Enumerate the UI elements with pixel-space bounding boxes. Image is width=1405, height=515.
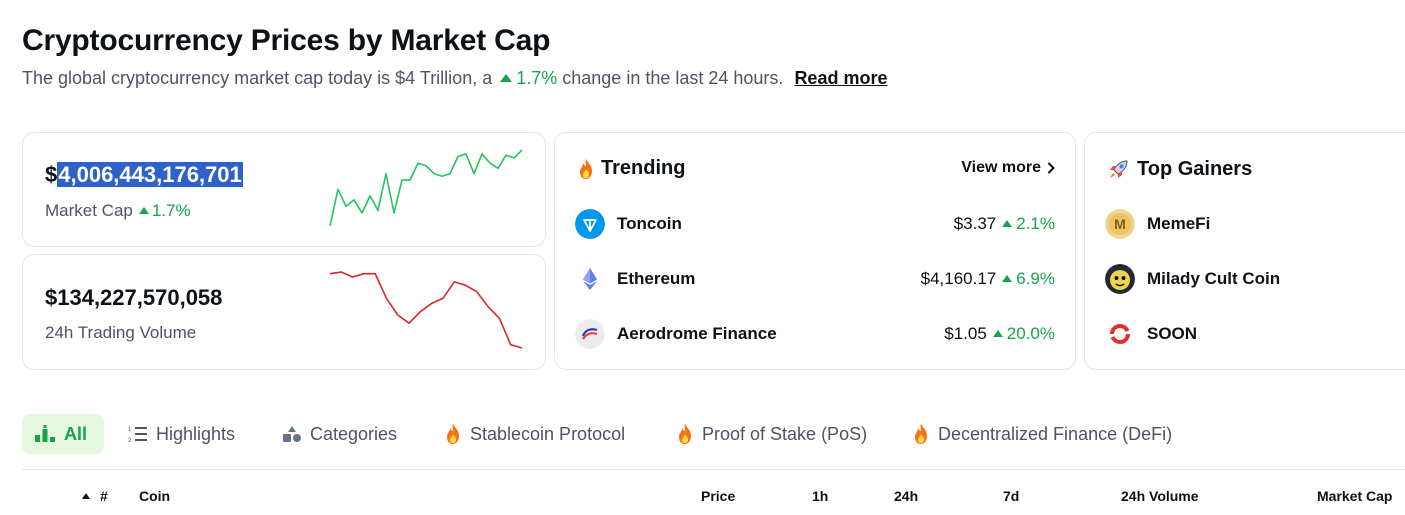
- gainer-coin-row[interactable]: Milady Cult Coin: [1105, 262, 1403, 296]
- caret-up-icon: [138, 206, 149, 214]
- coin-price: $1.05: [944, 324, 987, 343]
- column-header-1h[interactable]: 1h: [812, 488, 829, 504]
- coin-name: Ethereum: [617, 269, 696, 288]
- trending-title-text: Trending: [601, 157, 686, 179]
- market-cap-label-row: Market Cap 1.7%: [45, 201, 191, 221]
- svg-text:1: 1: [128, 427, 132, 433]
- coin-change: 20.0%: [992, 324, 1055, 344]
- trending-title: Trending: [577, 157, 685, 180]
- volume-sparkline-line: [329, 271, 523, 349]
- ethereum-icon: [575, 264, 605, 294]
- column-header-rank[interactable]: #: [82, 488, 108, 504]
- coin-name: SOON: [1147, 324, 1198, 343]
- gainer-coin-row[interactable]: M MemeFi: [1105, 207, 1403, 241]
- column-header-24h-volume[interactable]: 24h Volume: [1121, 488, 1199, 504]
- market-cap-change: 1.7%: [151, 201, 191, 220]
- column-header-7d[interactable]: 7d: [1003, 488, 1020, 504]
- coin-change-value: 2.1%: [1016, 214, 1055, 233]
- coin-name: Milady Cult Coin: [1147, 269, 1281, 288]
- column-header-24h[interactable]: 24h: [894, 488, 919, 504]
- trending-card: Trending View more Toncoin $3.37 2.1% Et…: [554, 132, 1076, 370]
- memefi-icon: M: [1105, 209, 1135, 239]
- coin-name: MemeFi: [1147, 214, 1211, 233]
- tab-label: Categories: [310, 423, 398, 444]
- column-header-coin[interactable]: Coin: [139, 488, 171, 504]
- shapes-icon: [283, 426, 301, 442]
- subtitle-suffix: change in the last 24 hours.: [562, 68, 784, 88]
- top-gainers-title: Top Gainers: [1107, 157, 1252, 181]
- market-cap-sparkline-line: [329, 149, 523, 227]
- fire-icon: [915, 424, 927, 444]
- svg-text:M: M: [1114, 216, 1126, 232]
- volume-label: 24h Trading Volume: [45, 323, 197, 342]
- tab-proof-of-stake[interactable]: Proof of Stake (PoS): [664, 414, 879, 454]
- coin-price: $3.37: [953, 214, 997, 233]
- tab-label: All: [64, 423, 88, 444]
- coin-change-value: 20.0%: [1006, 324, 1055, 343]
- market-cap-card: $4,006,443,176,701 Market Cap 1.7%: [22, 132, 546, 247]
- volume-card: $134,227,570,058 24h Trading Volume: [22, 254, 546, 370]
- tab-categories[interactable]: Categories: [270, 414, 409, 454]
- subtitle-prefix: The global cryptocurrency market cap tod…: [22, 68, 493, 88]
- coin-price: $4,160.17: [920, 269, 997, 288]
- trending-coin-row[interactable]: Aerodrome Finance $1.05 20.0%: [575, 317, 1055, 351]
- caret-up-icon: [500, 73, 513, 82]
- tab-label: Decentralized Finance (DeFi): [938, 423, 1173, 444]
- rocket-icon: [1110, 160, 1128, 178]
- market-cap-label: Market Cap: [45, 201, 133, 220]
- caret-up-icon: [1002, 220, 1013, 228]
- trending-coin-row[interactable]: Ethereum $4,160.17 6.9%: [575, 262, 1055, 296]
- view-more-link[interactable]: View more: [961, 159, 1055, 177]
- fire-icon: [679, 424, 691, 444]
- tab-stablecoin-protocol[interactable]: Stablecoin Protocol: [432, 414, 637, 454]
- coin-change: 2.1%: [1002, 214, 1055, 234]
- coin-change-value: 6.9%: [1016, 269, 1055, 288]
- market-cap-number: 4,006,443,176,701: [57, 162, 243, 187]
- coin-name: Aerodrome Finance: [617, 324, 777, 343]
- tab-label: Proof of Stake (PoS): [702, 423, 868, 444]
- volume-value: $134,227,570,058: [45, 285, 223, 310]
- gainer-coin-row[interactable]: SOON: [1105, 317, 1403, 351]
- market-cap-sparkline: [329, 149, 523, 227]
- market-cap-value: $4,006,443,176,701: [45, 162, 243, 188]
- fire-icon: [580, 158, 592, 179]
- column-header-price[interactable]: Price: [701, 488, 736, 504]
- tab-all[interactable]: All: [22, 414, 104, 454]
- list-icon: 12: [128, 427, 147, 443]
- fire-icon: [447, 424, 459, 444]
- tab-defi[interactable]: Decentralized Finance (DeFi): [900, 414, 1184, 454]
- coin-change: 6.9%: [1002, 269, 1055, 289]
- trending-coin-row[interactable]: Toncoin $3.37 2.1%: [575, 207, 1055, 241]
- aerodrome-icon: [575, 319, 605, 349]
- subtitle-change: 1.7%: [516, 68, 558, 88]
- caret-up-icon: [1002, 275, 1013, 283]
- read-more-link[interactable]: Read more: [794, 68, 888, 88]
- tab-label: Stablecoin Protocol: [470, 423, 626, 444]
- page-title: Cryptocurrency Prices by Market Cap: [22, 24, 551, 57]
- page-subtitle: The global cryptocurrency market cap tod…: [22, 68, 887, 89]
- table-divider: [22, 469, 1405, 470]
- svg-text:2: 2: [128, 438, 132, 443]
- chart-bars-icon: [35, 425, 55, 442]
- top-gainers-title-text: Top Gainers: [1137, 157, 1253, 180]
- caret-up-icon: [992, 330, 1003, 338]
- sort-up-icon: [82, 493, 90, 499]
- toncoin-icon: [575, 209, 605, 239]
- soon-icon: [1105, 319, 1135, 349]
- view-more-label: View more: [961, 159, 1041, 176]
- milady-icon: [1105, 264, 1135, 294]
- coin-name: Toncoin: [617, 214, 682, 233]
- chevron-right-icon: [1047, 162, 1055, 174]
- tab-label: Highlights: [156, 423, 236, 444]
- column-label: #: [100, 488, 108, 504]
- volume-sparkline: [329, 271, 523, 349]
- column-header-market-cap[interactable]: Market Cap: [1317, 488, 1393, 504]
- top-gainers-card: Top Gainers M MemeFi Milady Cult Coin SO…: [1084, 132, 1405, 370]
- currency-symbol: $: [45, 162, 58, 187]
